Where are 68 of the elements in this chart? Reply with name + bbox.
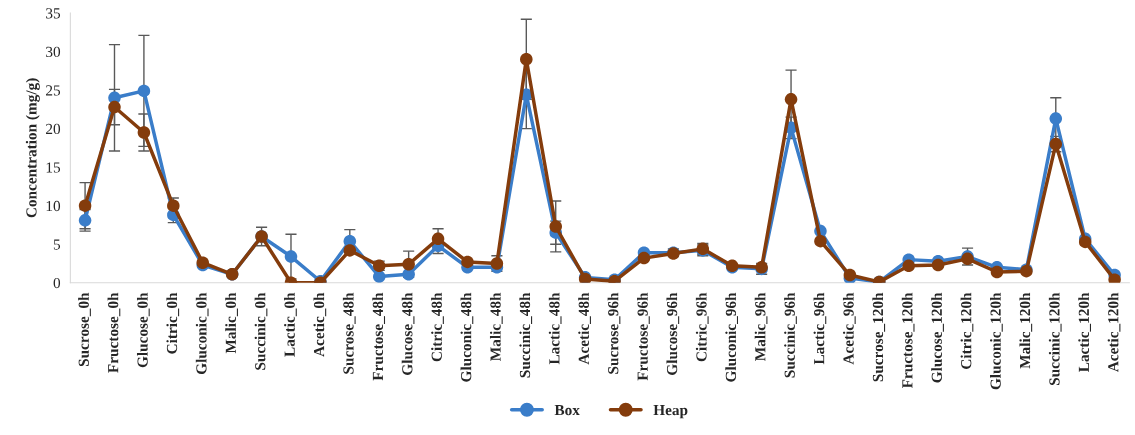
point: [1108, 273, 1121, 283]
x-tick-label: Gluconic_96h: [725, 292, 739, 382]
x-tick-label: Fructose_120h: [901, 292, 915, 389]
point: [431, 232, 445, 246]
point: [637, 251, 651, 265]
point: [137, 126, 151, 139]
y-tick-label: 20: [46, 123, 61, 135]
x-tick-label: Lactic_96h: [813, 292, 827, 365]
point: [931, 258, 945, 272]
x-tick-label: Gluconic_0h: [195, 292, 209, 375]
x-tick-label: Fructose_48h: [372, 292, 386, 381]
x-tick-label: Sucrose_120h: [872, 292, 886, 382]
x-tick-label: Sucrose_0h: [78, 292, 91, 367]
x-tick-label: Glucose_120h: [931, 292, 944, 383]
point: [343, 244, 357, 257]
point: [284, 250, 298, 263]
legend-label: Heap: [653, 405, 688, 419]
point: [78, 199, 92, 212]
point: [402, 258, 415, 271]
point: [461, 255, 474, 269]
x-tick-label: Malic_0h: [225, 292, 238, 354]
x-tick-label: Sucrose_96h: [607, 292, 621, 374]
x-tick-label: Succinic_48h: [519, 292, 533, 378]
x-tick-label: Sucrose_48h: [342, 292, 356, 374]
point: [1049, 112, 1063, 125]
x-tick-label: Gluconic_48h: [460, 292, 474, 382]
y-axis-title: Concentration (mg/g): [25, 78, 40, 218]
x-tick-label: Citric_0h: [166, 292, 180, 354]
point: [784, 93, 798, 106]
y-tick-label: 30: [46, 46, 61, 58]
x-tick-label: Acetic_120h: [1107, 292, 1121, 373]
legend-label: Box: [554, 405, 580, 416]
x-tick-label: Succinic_96h: [784, 292, 797, 378]
x-tick-label: Malic_48h: [489, 292, 503, 361]
x-tick-label: Citric_120h: [960, 292, 974, 369]
point: [902, 259, 915, 273]
x-tick-label: Citric_48h: [431, 292, 444, 362]
y-tick-label: 10: [46, 200, 61, 212]
x-tick-label: Acetic_48h: [578, 292, 591, 365]
x-tick-label: Glucose_48h: [401, 292, 415, 375]
point: [549, 220, 562, 233]
x-tick-label: Acetic_96h: [842, 292, 856, 365]
point: [137, 84, 151, 98]
x-tick-label: Malic_96h: [754, 292, 768, 361]
x-tick-label: Citric_96h: [695, 292, 709, 362]
x-tick-label: Acetic_0h: [313, 292, 327, 357]
x-tick-label: Succinic_0h: [254, 292, 268, 370]
x-tick-label: Malic_120h: [1019, 292, 1033, 369]
x-tick-label: Lactic_0h: [284, 292, 297, 357]
x-tick-label: Glucose_0h: [136, 292, 150, 368]
x-tick-label: Glucose_96h: [666, 292, 680, 375]
y-tick-label: 0: [53, 277, 61, 289]
x-tick-label: Lactic_48h: [548, 292, 562, 365]
y-tick-label: 35: [46, 8, 61, 19]
point: [402, 268, 415, 281]
point: [990, 265, 1004, 279]
y-tick-label: 25: [46, 85, 61, 96]
y-tick-label: 5: [53, 239, 61, 250]
point: [108, 100, 121, 114]
x-tick-label: Gluconic_120h: [990, 292, 1003, 390]
x-tick-label: Fructose_0h: [107, 292, 121, 373]
x-tick-label: Succinic_120h: [1048, 292, 1062, 386]
y-tick-label: 15: [46, 162, 61, 173]
point: [814, 234, 827, 248]
x-tick-label: Lactic_120h: [1078, 292, 1091, 372]
point: [372, 270, 386, 283]
point: [520, 53, 533, 66]
x-tick-label: Fructose_96h: [637, 292, 650, 381]
